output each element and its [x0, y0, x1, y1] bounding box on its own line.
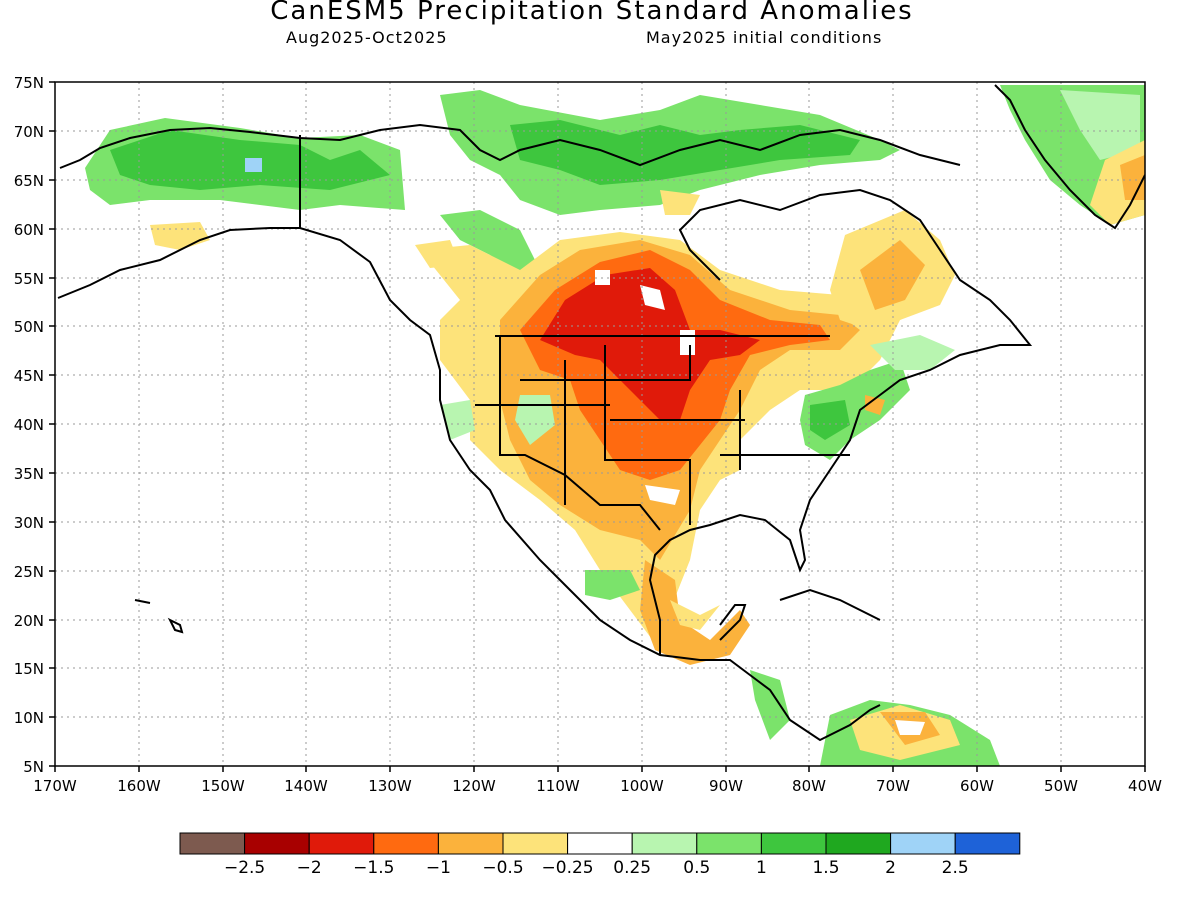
longitude-labels: 170W 160W 150W 140W 130W 120W 110W 100W …	[33, 777, 1162, 795]
lat-label: 50N	[14, 318, 44, 336]
colorbar: −2.5 −2 −1.5 −1 −0.5 −0.25 0.25 0.5 1 1.5 2 2.5	[179, 832, 1021, 878]
lon-label: 70W	[876, 777, 910, 795]
lat-label: 20N	[14, 612, 44, 630]
colorbar-label: −0.25	[542, 858, 594, 878]
lat-label: 65N	[14, 172, 44, 190]
initial-conditions: May2025 initial conditions	[646, 28, 883, 47]
lon-label: 160W	[117, 777, 161, 795]
colorbar-swatch	[954, 832, 1021, 855]
colorbar-label: −1.5	[353, 858, 394, 878]
lon-label: 140W	[284, 777, 328, 795]
colorbar-label: −2	[297, 858, 322, 878]
lon-label: 100W	[620, 777, 664, 795]
lon-label: 50W	[1044, 777, 1078, 795]
colorbar-swatch	[373, 832, 439, 855]
colorbar-swatch	[890, 832, 956, 855]
colorbar-label: −1	[426, 858, 451, 878]
colorbar-label: 0.25	[613, 858, 651, 878]
colorbar-swatch	[825, 832, 892, 855]
lat-label: 10N	[14, 709, 44, 727]
lat-label: 55N	[14, 270, 44, 288]
lat-label: 5N	[23, 758, 44, 776]
colorbar-label: 1	[756, 858, 767, 878]
colorbar-swatch	[244, 832, 310, 855]
colorbar-label: 1.5	[812, 858, 839, 878]
lon-label: 90W	[709, 777, 743, 795]
colorbar-swatch	[308, 832, 375, 855]
colorbar-swatch	[502, 832, 569, 855]
lon-label: 150W	[201, 777, 245, 795]
lon-label: 60W	[960, 777, 994, 795]
lat-label: 75N	[14, 74, 44, 92]
colorbar-swatch	[696, 832, 762, 855]
colorbar-label: 2	[885, 858, 896, 878]
lat-label: 35N	[14, 465, 44, 483]
colorbar-label: 0.5	[683, 858, 710, 878]
forecast-period: Aug2025-Oct2025	[286, 28, 448, 47]
latitude-labels: 75N 70N 65N 60N 55N 50N 45N 40N 35N 30N …	[14, 74, 44, 776]
map-gridlines	[55, 82, 1145, 766]
colorbar-label: −0.5	[482, 858, 523, 878]
colorbar-swatch	[179, 832, 246, 855]
colorbar-swatch	[631, 832, 698, 855]
coastlines	[57, 84, 1145, 742]
colorbar-swatch	[567, 832, 633, 855]
colorbar-label: 2.5	[942, 858, 969, 878]
lon-label: 120W	[452, 777, 496, 795]
colorbar-swatch	[760, 832, 827, 855]
lat-label: 45N	[14, 367, 44, 385]
lon-label: 80W	[792, 777, 826, 795]
lat-label: 15N	[14, 660, 44, 678]
lat-label: 30N	[14, 514, 44, 532]
colorbar-label: −2.5	[224, 858, 265, 878]
lon-label: 40W	[1128, 777, 1162, 795]
lon-label: 130W	[368, 777, 412, 795]
axis-ticks	[49, 81, 1146, 772]
lat-label: 60N	[14, 221, 44, 239]
lon-label: 170W	[33, 777, 77, 795]
lon-label: 110W	[536, 777, 580, 795]
colorbar-swatch	[437, 832, 504, 855]
map-title: CanESM5 Precipitation Standard Anomalies	[270, 0, 914, 26]
lat-label: 25N	[14, 563, 44, 581]
lat-label: 70N	[14, 123, 44, 141]
lat-label: 40N	[14, 416, 44, 434]
